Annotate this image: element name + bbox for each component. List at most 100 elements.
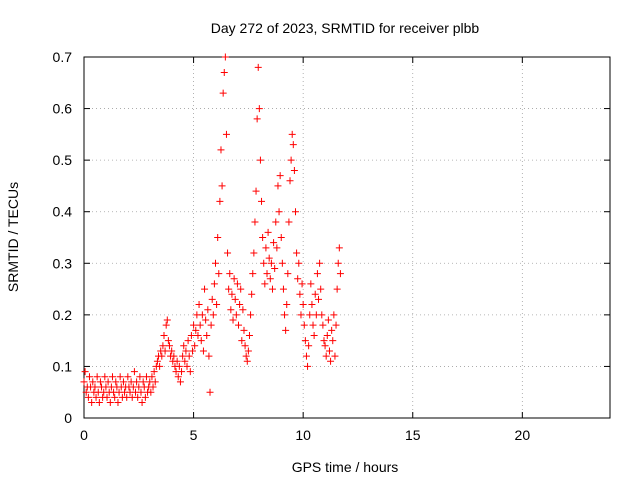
data-point — [229, 316, 237, 324]
data-point — [263, 270, 271, 278]
data-point — [282, 326, 290, 334]
data-point — [209, 311, 217, 319]
x-tick-label: 20 — [515, 427, 531, 443]
data-point — [258, 197, 266, 205]
data-point — [316, 259, 324, 267]
data-point — [82, 388, 90, 396]
data-point — [331, 352, 339, 360]
axis-ticks: 0 5 10 15 20 0 0.1 0.2 0.3 0.4 0.5 0.6 0.7 — [53, 49, 610, 443]
data-point — [138, 399, 146, 407]
data-point — [325, 347, 333, 355]
data-point — [272, 218, 280, 226]
data-point — [198, 311, 206, 319]
data-point — [226, 270, 234, 278]
data-point — [319, 321, 327, 329]
data-point — [194, 331, 202, 339]
data-point — [93, 373, 101, 381]
data-point — [291, 208, 299, 216]
chart-title: Day 272 of 2023, SRMTID for receiver plb… — [211, 20, 480, 36]
data-point — [298, 280, 306, 288]
data-point — [327, 357, 335, 365]
data-point — [210, 280, 218, 288]
data-point — [139, 378, 147, 386]
data-point — [207, 321, 215, 329]
data-point — [321, 342, 329, 350]
data-point — [300, 321, 308, 329]
data-point — [330, 311, 338, 319]
data-point — [95, 399, 103, 407]
data-point — [190, 321, 198, 329]
data-point — [174, 373, 182, 381]
data-point — [311, 290, 319, 298]
data-point — [324, 316, 332, 324]
data-point — [250, 249, 258, 257]
data-point — [173, 357, 181, 365]
data-point — [206, 388, 214, 396]
data-point — [284, 270, 292, 278]
data-point — [158, 352, 166, 360]
data-point — [224, 249, 232, 257]
data-point — [88, 399, 96, 407]
data-point — [222, 130, 230, 138]
data-point — [161, 347, 169, 355]
data-point — [204, 306, 212, 314]
data-points — [80, 53, 344, 407]
data-point — [283, 301, 291, 309]
data-point — [213, 301, 221, 309]
data-point — [150, 368, 158, 376]
data-point — [329, 337, 337, 345]
data-point — [195, 301, 203, 309]
data-point — [270, 239, 278, 247]
data-point — [260, 259, 268, 267]
data-point — [159, 342, 167, 350]
data-point — [242, 352, 250, 360]
data-point — [163, 316, 171, 324]
x-tick-label: 0 — [80, 427, 88, 443]
data-point — [89, 378, 97, 386]
data-point — [289, 141, 297, 149]
data-point — [268, 285, 276, 293]
data-point — [141, 393, 149, 401]
data-point — [255, 105, 263, 113]
data-point — [186, 368, 194, 376]
data-point — [147, 388, 155, 396]
data-point — [168, 347, 176, 355]
data-point — [182, 347, 190, 355]
data-point — [215, 270, 223, 278]
data-point — [249, 270, 257, 278]
data-point — [201, 285, 209, 293]
data-point — [306, 311, 314, 319]
data-point — [197, 337, 205, 345]
data-point — [313, 270, 321, 278]
grid-lines — [84, 57, 610, 418]
data-point — [315, 295, 323, 303]
data-point — [297, 311, 305, 319]
data-point — [236, 301, 244, 309]
data-point — [274, 182, 282, 190]
data-point — [275, 208, 283, 216]
data-point — [208, 295, 216, 303]
data-point — [205, 352, 213, 360]
data-point — [183, 362, 191, 370]
y-tick-label: 0.4 — [53, 204, 73, 220]
data-point — [170, 352, 178, 360]
data-point — [162, 321, 170, 329]
data-point — [290, 166, 298, 174]
data-point — [220, 68, 228, 76]
data-point — [179, 352, 187, 360]
data-point — [136, 373, 144, 381]
data-point — [295, 259, 303, 267]
data-point — [240, 326, 248, 334]
data-point — [106, 399, 114, 407]
data-point — [111, 393, 119, 401]
data-point — [81, 368, 89, 376]
data-point — [119, 378, 127, 386]
data-point — [181, 357, 189, 365]
data-point — [233, 280, 241, 288]
x-axis-label: GPS time / hours — [292, 459, 399, 475]
data-point — [175, 362, 183, 370]
data-point — [187, 331, 195, 339]
y-axis-label: SRMTID / TECUs — [5, 182, 21, 292]
data-point — [84, 393, 92, 401]
